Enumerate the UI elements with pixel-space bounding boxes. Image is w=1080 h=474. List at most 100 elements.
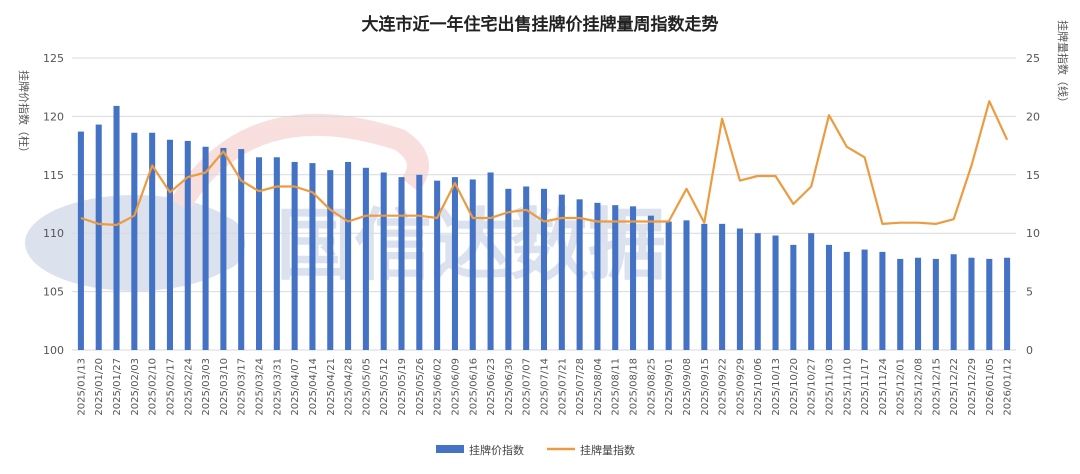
bar — [327, 170, 334, 350]
line-series — [80, 100, 1009, 227]
bar — [736, 228, 743, 350]
bar — [719, 223, 726, 350]
x-tick-label: 2025/12/15 — [931, 358, 942, 416]
x-tick-label: 2025/05/12 — [379, 358, 390, 416]
x-tick-label: 2025/10/13 — [771, 358, 782, 416]
bar — [416, 174, 423, 350]
x-tick-label: 2025/02/24 — [183, 358, 194, 416]
legend-bar-swatch — [436, 445, 464, 453]
bar — [238, 149, 245, 350]
bar — [380, 172, 387, 350]
bar — [968, 257, 975, 350]
left-y-tick-label: 105 — [43, 286, 64, 299]
bar — [843, 251, 850, 350]
x-tick-label: 2025/08/18 — [629, 358, 640, 416]
x-tick-label: 2025/10/20 — [789, 358, 800, 416]
bar — [897, 258, 904, 350]
series-line — [80, 100, 1009, 227]
chart-title: 大连市近一年住宅出售挂牌价挂牌量周指数走势 — [362, 14, 719, 35]
bar — [754, 233, 761, 350]
bar — [345, 161, 352, 350]
x-tick-label: 2025/04/28 — [344, 358, 355, 416]
x-tick-label: 2025/10/06 — [753, 358, 764, 416]
legend-bar-label: 挂牌价指数 — [469, 443, 524, 457]
bar — [986, 258, 993, 350]
bar — [915, 257, 922, 350]
x-tick-label: 2025/05/05 — [361, 358, 372, 416]
bar — [932, 258, 939, 350]
right-y-tick-label: 5 — [1026, 286, 1033, 299]
bar — [861, 249, 868, 350]
x-tick-label: 2025/09/01 — [664, 358, 675, 416]
x-tick-label: 2025/02/17 — [166, 358, 177, 416]
bar — [469, 179, 476, 350]
x-tick-label: 2025/06/30 — [504, 358, 515, 416]
right-axis-title: 挂牌量指数（线） — [1056, 20, 1070, 108]
x-tick-label: 2025/03/31 — [272, 358, 283, 416]
x-tick-label: 2025/11/24 — [878, 358, 889, 416]
x-tick-label: 2025/09/08 — [682, 358, 693, 416]
x-tick-label: 2025/09/15 — [700, 358, 711, 416]
x-tick-label: 2025/12/22 — [949, 358, 960, 416]
bar — [701, 223, 708, 350]
x-tick-label: 2025/12/01 — [896, 358, 907, 416]
left-y-tick-label: 100 — [43, 344, 64, 357]
bar — [808, 233, 815, 350]
x-tick-label: 2025/08/25 — [646, 358, 657, 416]
right-y-tick-label: 20 — [1026, 110, 1040, 123]
x-tick-label: 2025/12/08 — [914, 358, 925, 416]
bar — [131, 132, 138, 350]
bar — [879, 251, 886, 350]
bar — [523, 186, 530, 350]
x-tick-label: 2026/01/05 — [985, 358, 996, 416]
x-tick-label: 2025/03/03 — [201, 358, 212, 416]
bar — [612, 205, 619, 350]
bar — [291, 161, 298, 350]
x-tick-label: 2025/08/04 — [593, 358, 604, 416]
bar — [790, 244, 797, 350]
left-axis-title: 挂牌价指数（柱） — [17, 70, 31, 158]
bar — [683, 220, 690, 350]
bar — [825, 244, 833, 350]
x-tick-label: 2025/02/10 — [148, 358, 159, 416]
x-tick-label: 2025/09/22 — [718, 358, 729, 416]
left-y-tick-label: 120 — [43, 110, 64, 123]
bar — [77, 131, 84, 350]
x-tick-label: 2025/01/13 — [76, 358, 87, 416]
bar — [362, 167, 369, 350]
bar — [950, 254, 957, 350]
bar — [505, 188, 512, 350]
x-tick-label: 2025/07/28 — [575, 358, 586, 416]
x-tick-label: 2025/02/03 — [130, 358, 141, 416]
x-tick-label: 2025/03/10 — [219, 358, 230, 416]
bar — [630, 206, 637, 350]
bar — [576, 199, 583, 350]
x-tick-label: 2025/07/07 — [522, 358, 533, 416]
x-tick-label: 2025/11/03 — [825, 358, 836, 416]
bar — [113, 105, 120, 350]
right-y-tick-label: 15 — [1026, 169, 1040, 182]
right-y-axis: 0 5 10 15 20 25 — [1026, 52, 1040, 357]
left-y-tick-label: 110 — [43, 227, 64, 240]
bar — [398, 177, 405, 350]
bar — [166, 139, 173, 350]
bar — [647, 215, 654, 350]
right-y-tick-label: 0 — [1026, 344, 1033, 357]
left-y-axis: 100 105 110 115 120 125 — [43, 52, 64, 357]
bar — [665, 221, 672, 350]
x-tick-label: 2025/11/17 — [860, 358, 871, 416]
bar — [95, 124, 102, 351]
x-tick-label: 2025/06/16 — [468, 358, 479, 416]
x-tick-label: 2025/12/29 — [967, 358, 978, 416]
x-tick-label: 2025/10/27 — [807, 358, 818, 416]
right-y-tick-label: 25 — [1026, 52, 1040, 65]
legend-line-label: 挂牌量指数 — [580, 443, 635, 457]
bar — [184, 140, 191, 350]
bar — [202, 146, 209, 350]
x-tick-label: 2025/06/23 — [486, 358, 497, 416]
bar — [273, 157, 280, 350]
bar — [594, 202, 601, 350]
bar — [149, 132, 156, 350]
x-tick-label: 2025/04/21 — [326, 358, 337, 416]
